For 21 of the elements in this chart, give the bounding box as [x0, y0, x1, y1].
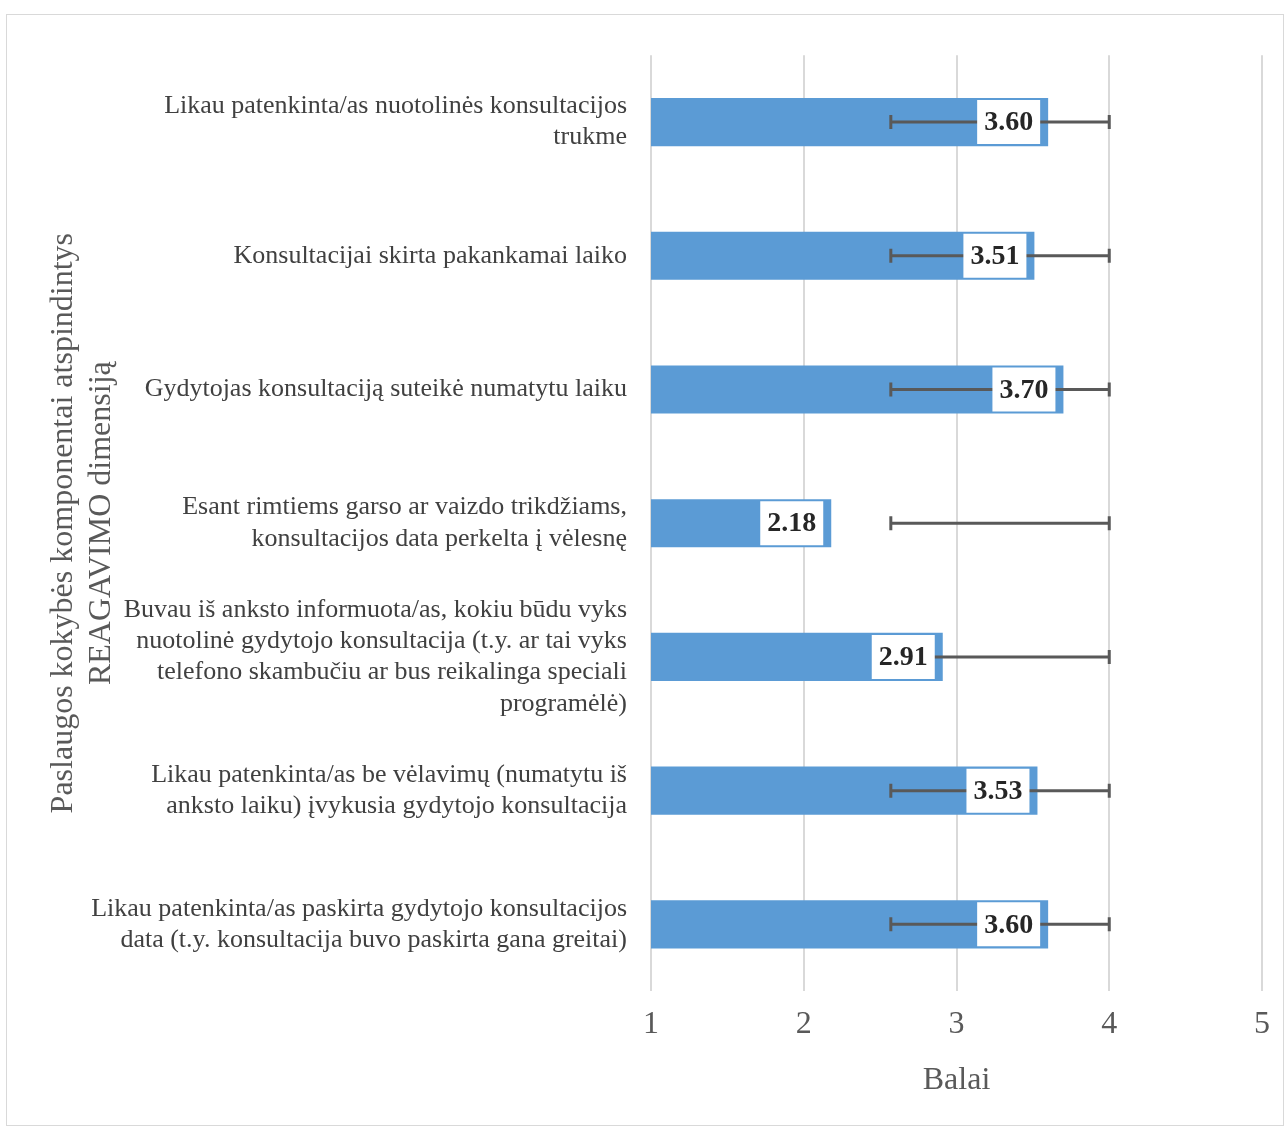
- y-tick-label: Buvau iš anksto informuota/as, kokiu būdu vyks nuotolinė gydytojo konsultacija (t.y. ar tai vyks telefono skambučiu ar bus reikalinga speciali programėlė): [123, 593, 627, 717]
- y-tick-label: Likau patenkinta/as nuotolinės konsultacijos trukme: [164, 90, 627, 151]
- data-label: 3.53: [973, 773, 1023, 805]
- y-tick-label: Esant rimtiems garso ar vaizdo trikdžiams, konsultacijos data perkelta į vėlesnę: [182, 491, 627, 552]
- data-label: 3.70: [999, 372, 1049, 404]
- data-label: 2.91: [878, 640, 928, 672]
- x-tick-label: 1: [643, 1003, 659, 1040]
- x-tick-label: 5: [1254, 1003, 1270, 1040]
- y-tick-label: Likau patenkinta/as paskirta gydytojo konsultacijos data (t.y. konsultacija buvo paskirta gana greitai): [91, 892, 627, 953]
- x-tick-label: 4: [1101, 1003, 1118, 1040]
- x-tick-label: 2: [795, 1003, 812, 1040]
- data-label: 3.51: [970, 239, 1020, 271]
- data-label: 2.18: [767, 506, 817, 538]
- y-tick-label: Konsultacijai skirta pakankamai laiko: [233, 239, 627, 269]
- y-tick-label: Likau patenkinta/as be vėlavimų (numatytu iš anksto laiku) įvykusia gydytojo konsultacija: [151, 758, 628, 820]
- y-axis-title: Paslaugos kokybės komponentai atspindintys REAGAVIMO dimensiją: [42, 233, 118, 814]
- x-axis-title: Balai: [922, 1060, 991, 1097]
- y-tick-label: Gydytojas konsultaciją suteikė numatytu laiku: [144, 373, 627, 403]
- data-label: 3.60: [984, 105, 1034, 137]
- x-tick-label: 3: [948, 1003, 965, 1040]
- data-label: 3.60: [984, 907, 1034, 939]
